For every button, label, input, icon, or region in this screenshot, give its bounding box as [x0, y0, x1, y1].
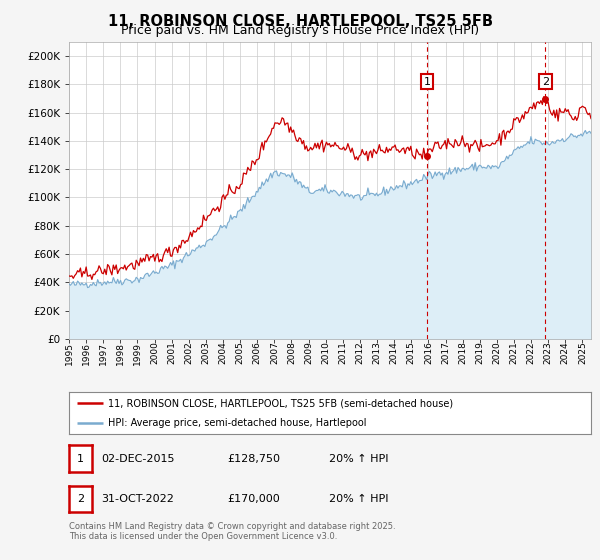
Text: 2011: 2011 [338, 342, 347, 365]
Text: 2005: 2005 [236, 342, 245, 365]
Text: 2009: 2009 [304, 342, 313, 365]
Text: 2006: 2006 [253, 342, 262, 365]
Text: 2: 2 [77, 494, 84, 504]
Text: 2017: 2017 [441, 342, 450, 365]
Text: 1998: 1998 [116, 342, 125, 365]
Text: Contains HM Land Registry data © Crown copyright and database right 2025.
This d: Contains HM Land Registry data © Crown c… [69, 522, 395, 542]
Text: 1: 1 [424, 77, 430, 87]
Text: 2016: 2016 [424, 342, 433, 365]
Text: 2003: 2003 [202, 342, 211, 365]
Text: 2024: 2024 [561, 342, 570, 364]
Text: 2000: 2000 [150, 342, 159, 365]
Text: 11, ROBINSON CLOSE, HARTLEPOOL, TS25 5FB (semi-detached house): 11, ROBINSON CLOSE, HARTLEPOOL, TS25 5FB… [108, 398, 453, 408]
Text: 2025: 2025 [578, 342, 587, 365]
Text: 1997: 1997 [99, 342, 108, 365]
Text: 1: 1 [77, 454, 84, 464]
Text: 1999: 1999 [133, 342, 142, 365]
Text: £170,000: £170,000 [227, 494, 280, 504]
Text: 2010: 2010 [321, 342, 330, 365]
Text: 1995: 1995 [65, 342, 74, 365]
Text: 2022: 2022 [527, 342, 536, 364]
Text: £128,750: £128,750 [227, 454, 280, 464]
Text: 2021: 2021 [509, 342, 518, 365]
Text: 2001: 2001 [167, 342, 176, 365]
Text: 2023: 2023 [544, 342, 553, 365]
Text: 2020: 2020 [493, 342, 502, 365]
Text: 2002: 2002 [184, 342, 193, 365]
Text: 2004: 2004 [218, 342, 227, 365]
Text: 2: 2 [542, 77, 549, 87]
Text: 2019: 2019 [475, 342, 484, 365]
Text: 1996: 1996 [82, 342, 91, 365]
Text: 2015: 2015 [407, 342, 416, 365]
Text: 2018: 2018 [458, 342, 467, 365]
Text: 2008: 2008 [287, 342, 296, 365]
Text: 31-OCT-2022: 31-OCT-2022 [101, 494, 173, 504]
Text: 11, ROBINSON CLOSE, HARTLEPOOL, TS25 5FB: 11, ROBINSON CLOSE, HARTLEPOOL, TS25 5FB [107, 14, 493, 29]
Text: 2014: 2014 [389, 342, 398, 365]
Text: 20% ↑ HPI: 20% ↑ HPI [329, 494, 388, 504]
Text: HPI: Average price, semi-detached house, Hartlepool: HPI: Average price, semi-detached house,… [108, 418, 367, 428]
Text: Price paid vs. HM Land Registry's House Price Index (HPI): Price paid vs. HM Land Registry's House … [121, 24, 479, 37]
Text: 2012: 2012 [355, 342, 364, 365]
Text: 2007: 2007 [270, 342, 279, 365]
Text: 2013: 2013 [373, 342, 382, 365]
Text: 02-DEC-2015: 02-DEC-2015 [101, 454, 174, 464]
Text: 20% ↑ HPI: 20% ↑ HPI [329, 454, 388, 464]
